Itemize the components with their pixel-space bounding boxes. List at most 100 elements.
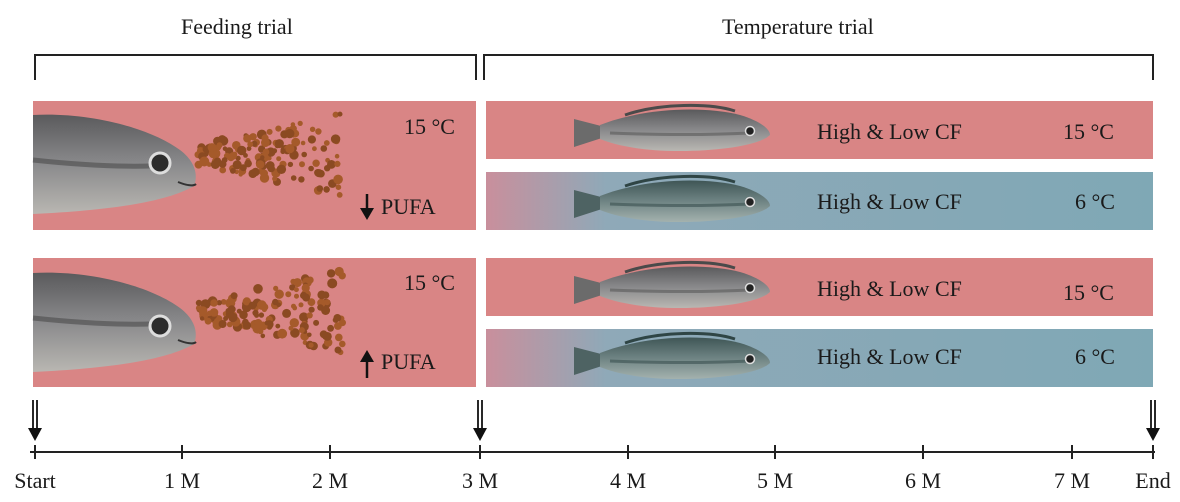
tick-label: End <box>1135 468 1171 493</box>
tick-label: 7 M <box>1053 468 1091 493</box>
pellet <box>272 176 278 182</box>
pellet <box>248 301 257 310</box>
pellet <box>275 323 281 329</box>
pellet <box>237 145 247 156</box>
pellet <box>242 297 251 306</box>
pellet <box>275 125 282 132</box>
pellet <box>199 156 210 167</box>
pellet <box>290 175 297 181</box>
pellet <box>266 128 273 135</box>
pellet <box>335 333 343 342</box>
pellet <box>255 160 265 169</box>
pellet <box>195 305 202 311</box>
pellet <box>327 278 338 289</box>
pufa-down-arrow-icon <box>360 194 374 220</box>
pellet <box>199 316 205 321</box>
pellet <box>253 284 263 294</box>
temperature-panel-4-label: High & Low CF <box>817 344 962 369</box>
pellet <box>332 111 339 118</box>
pellet <box>289 284 296 291</box>
pellet <box>335 184 342 190</box>
pellet <box>276 164 287 174</box>
pellet <box>334 153 340 159</box>
pellet <box>336 192 343 198</box>
pellet <box>290 122 296 127</box>
pellet <box>339 319 346 327</box>
pellet <box>315 128 322 135</box>
feeding-trial-bracket <box>34 54 477 80</box>
whole-fish-image <box>574 103 770 151</box>
pellet <box>317 290 327 300</box>
pellet <box>285 128 295 139</box>
pellet <box>333 314 342 322</box>
double-down-arrow-icon <box>1146 400 1160 441</box>
pellet <box>207 143 217 152</box>
pellet <box>312 159 320 167</box>
pellet <box>222 146 228 151</box>
pellet <box>216 142 223 149</box>
pellet <box>266 147 276 157</box>
temperature-panel-4-temperature: 6 °C <box>1075 344 1115 369</box>
feed-pellets-image-1 <box>194 111 343 198</box>
pellet <box>319 330 328 339</box>
pellet <box>261 138 270 148</box>
pellet <box>308 306 315 313</box>
temperature-panel-3-label: High & Low CF <box>817 276 962 301</box>
pellet <box>282 308 292 318</box>
temperature-panel-2-label: High & Low CF <box>817 189 962 214</box>
pellet <box>225 308 232 314</box>
pellet <box>274 139 284 149</box>
double-down-arrow-icon <box>28 400 42 441</box>
pellet <box>297 120 303 126</box>
pellet <box>330 134 341 144</box>
pellet <box>261 307 267 313</box>
feed-pellets-image-2 <box>195 266 346 356</box>
pellet <box>298 302 304 308</box>
pellet <box>285 291 292 298</box>
pellet <box>247 141 254 148</box>
pellet <box>206 310 213 317</box>
pellet <box>337 111 343 117</box>
pellet <box>259 169 267 177</box>
pellet <box>323 140 330 146</box>
pufa-up-arrow-icon <box>360 350 374 378</box>
pellet <box>338 272 346 280</box>
tick-label: 5 M <box>756 468 794 493</box>
pellet <box>251 167 260 177</box>
pellet <box>302 293 311 302</box>
pellet <box>307 135 316 144</box>
pellet <box>228 312 238 323</box>
pellet <box>195 299 202 306</box>
pellet <box>260 333 266 339</box>
whole-fish-image <box>574 331 770 379</box>
pellet <box>244 159 252 168</box>
pellet <box>316 185 324 192</box>
pellet <box>333 174 343 185</box>
temperature-trial-title: Temperature trial <box>722 14 874 39</box>
pellet <box>327 324 334 332</box>
pellet <box>290 328 300 338</box>
pellet <box>277 328 288 339</box>
pellet <box>242 318 249 326</box>
whole-fish-images <box>574 103 770 379</box>
pellet <box>292 278 302 288</box>
feeding-panel-2-temperature: 15 °C <box>404 270 455 295</box>
pellet <box>216 300 222 306</box>
pellet <box>324 299 331 306</box>
temperature-trial-bracket <box>483 54 1154 80</box>
pellet <box>220 299 227 305</box>
pellet <box>218 160 227 168</box>
pellet <box>317 304 324 311</box>
pellet <box>287 161 294 168</box>
pellet <box>334 160 341 167</box>
feeding-panel-2-pufa-label: PUFA <box>381 349 436 374</box>
pellet <box>298 327 305 334</box>
fish-head-image-1 <box>32 114 197 214</box>
pellet <box>299 161 305 168</box>
pellet <box>260 155 265 160</box>
pellet <box>230 292 238 300</box>
pellet <box>239 310 248 320</box>
pellet <box>339 340 346 348</box>
pellet <box>285 144 295 154</box>
pellet <box>264 320 270 326</box>
